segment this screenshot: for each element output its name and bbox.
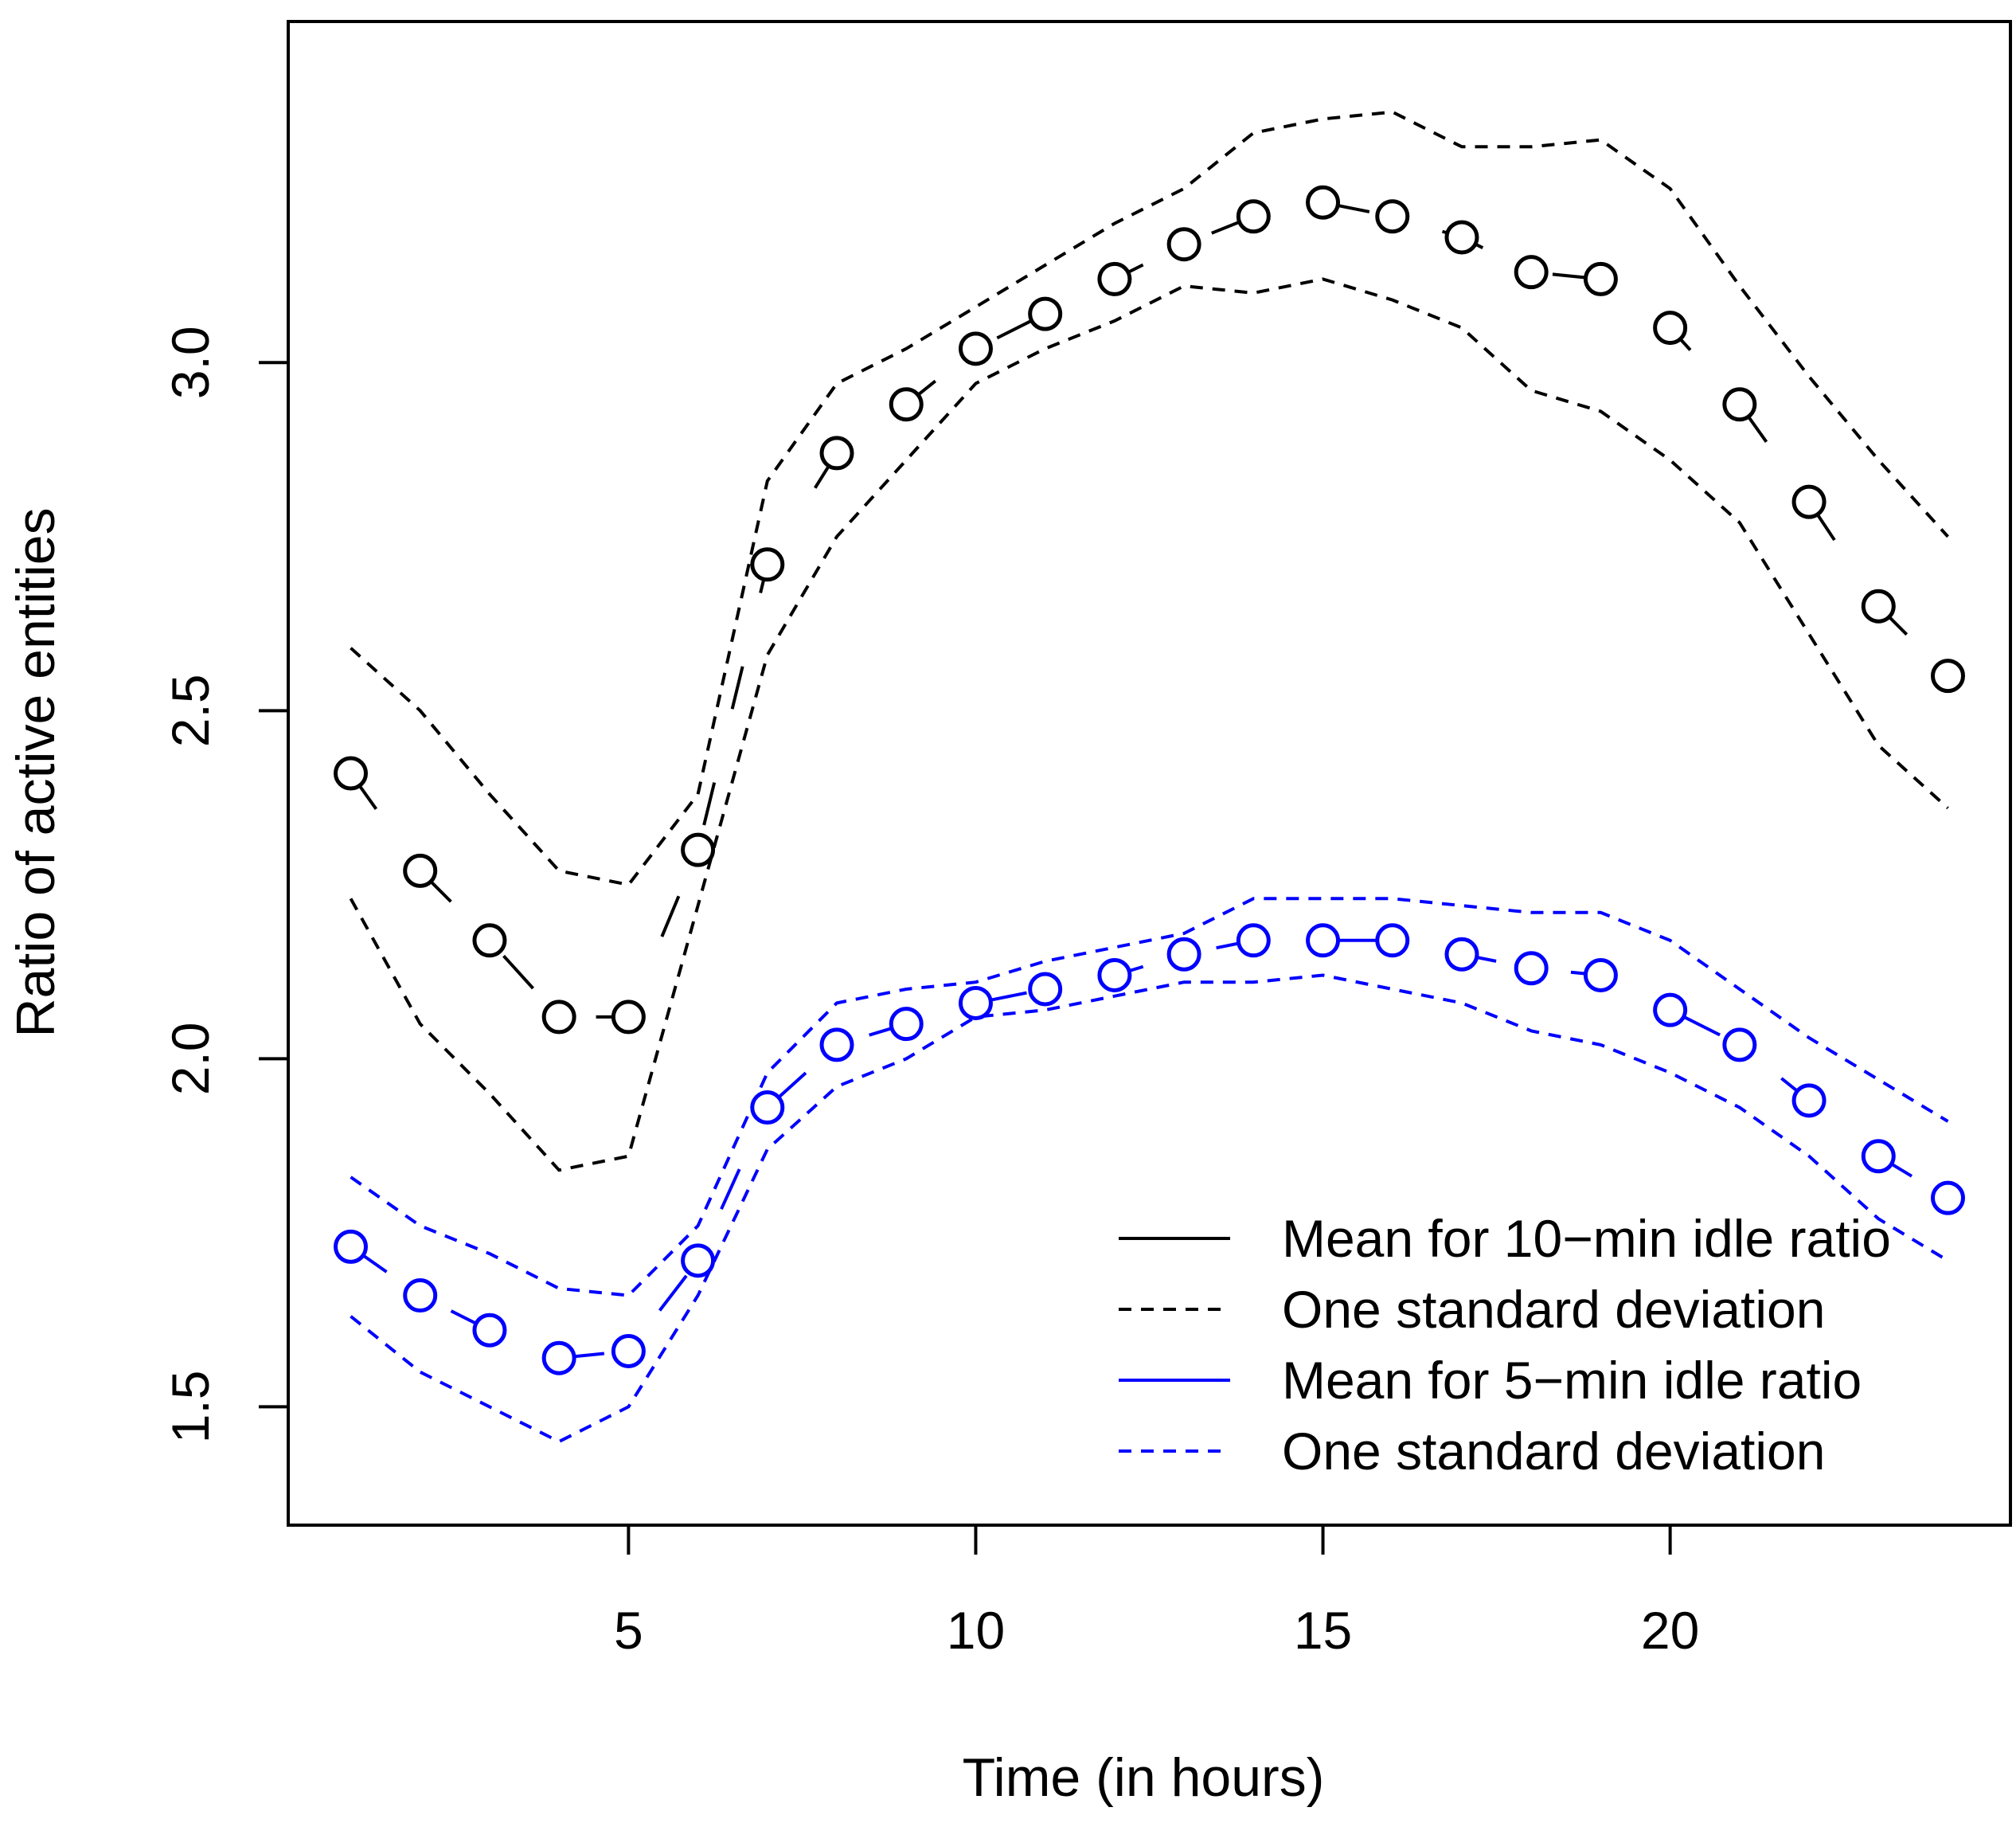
series-1-point	[819, 436, 854, 471]
series-1-point	[1375, 199, 1410, 234]
y-axis: 1.5 2.0 2.5 3.0	[161, 326, 290, 1444]
series-2-point	[1236, 923, 1271, 958]
series-2-point	[1583, 957, 1618, 992]
legend: Mean for 10−min idle ratio One standard d…	[1119, 1209, 1891, 1481]
y-tick-label: 2.5	[161, 674, 220, 747]
series-2-point	[1653, 992, 1688, 1027]
series-1-lower-sd-line	[349, 277, 1949, 1172]
y-axis-label: Ratio of active entities	[6, 507, 66, 1037]
series-2-point	[333, 1229, 368, 1264]
legend-mean-2-label: Mean for 5−min idle ratio	[1282, 1351, 1862, 1410]
series-1-point	[750, 547, 785, 582]
series-2-point	[1791, 1083, 1827, 1118]
series-1-point	[541, 1000, 576, 1035]
x-axis-label: Time (in hours)	[963, 1747, 1325, 1808]
series-2-point	[1097, 957, 1132, 992]
series-1-point	[1653, 311, 1688, 346]
series-1-point	[1514, 255, 1549, 290]
series-layer	[333, 110, 1966, 1444]
series-1-point	[889, 387, 924, 422]
series-2-point	[750, 1090, 785, 1125]
series-1-point	[611, 1000, 646, 1035]
series-1-point	[1791, 484, 1827, 519]
series-1-point	[1931, 659, 1966, 694]
x-tick-label: 15	[1294, 1601, 1352, 1660]
series-1-point	[403, 853, 438, 888]
series-1-point	[1236, 199, 1271, 234]
series-1-point	[1097, 261, 1132, 296]
series-1-point	[1028, 296, 1063, 331]
series-2-point	[681, 1243, 716, 1278]
series-2-point	[403, 1278, 438, 1313]
legend-sd-1-label: One standard deviation	[1282, 1280, 1825, 1339]
series-1-point	[1583, 261, 1618, 296]
series-1-upper-sd-line	[350, 110, 1949, 887]
series-1-point	[472, 923, 507, 958]
series-2-point	[819, 1027, 854, 1062]
series-2-point	[1722, 1027, 1757, 1062]
legend-mean-1-label: Mean for 10−min idle ratio	[1282, 1209, 1891, 1268]
series-2-point	[1166, 937, 1201, 972]
y-tick-label: 3.0	[161, 326, 220, 399]
series-1-point	[1166, 227, 1201, 262]
series-2-upper-sd-line	[350, 897, 1949, 1297]
series-2-point	[1444, 937, 1479, 972]
series-2-point	[611, 1333, 646, 1368]
y-tick-label: 2.0	[161, 1022, 220, 1095]
x-tick-label: 5	[614, 1601, 643, 1660]
series-2-point	[1861, 1139, 1896, 1174]
y-tick-label: 1.5	[161, 1371, 220, 1444]
series-2-point	[1514, 951, 1549, 986]
legend-sd-2-label: One standard deviation	[1282, 1422, 1825, 1481]
series-1-point	[1861, 589, 1896, 624]
series-2-point	[1375, 923, 1410, 958]
x-axis: 5 10 15 20	[614, 1524, 1699, 1660]
series-1-point	[333, 756, 368, 791]
series-1-point	[1722, 387, 1757, 422]
x-tick-label: 20	[1641, 1601, 1699, 1660]
series-2-point	[889, 1007, 924, 1042]
series-2-point	[1028, 972, 1063, 1007]
series-2-point	[541, 1340, 576, 1375]
x-tick-label: 10	[947, 1601, 1005, 1660]
series-1-point	[958, 331, 993, 366]
series-2-point	[472, 1312, 507, 1348]
series-1-point	[1306, 185, 1341, 220]
series-2-point	[1931, 1180, 1966, 1215]
series-1-point	[681, 832, 716, 867]
series-2-point	[1306, 923, 1341, 958]
series-2-lower-sd-line	[350, 973, 1949, 1444]
series-2-point	[958, 985, 993, 1020]
series-1-point	[1444, 220, 1479, 255]
